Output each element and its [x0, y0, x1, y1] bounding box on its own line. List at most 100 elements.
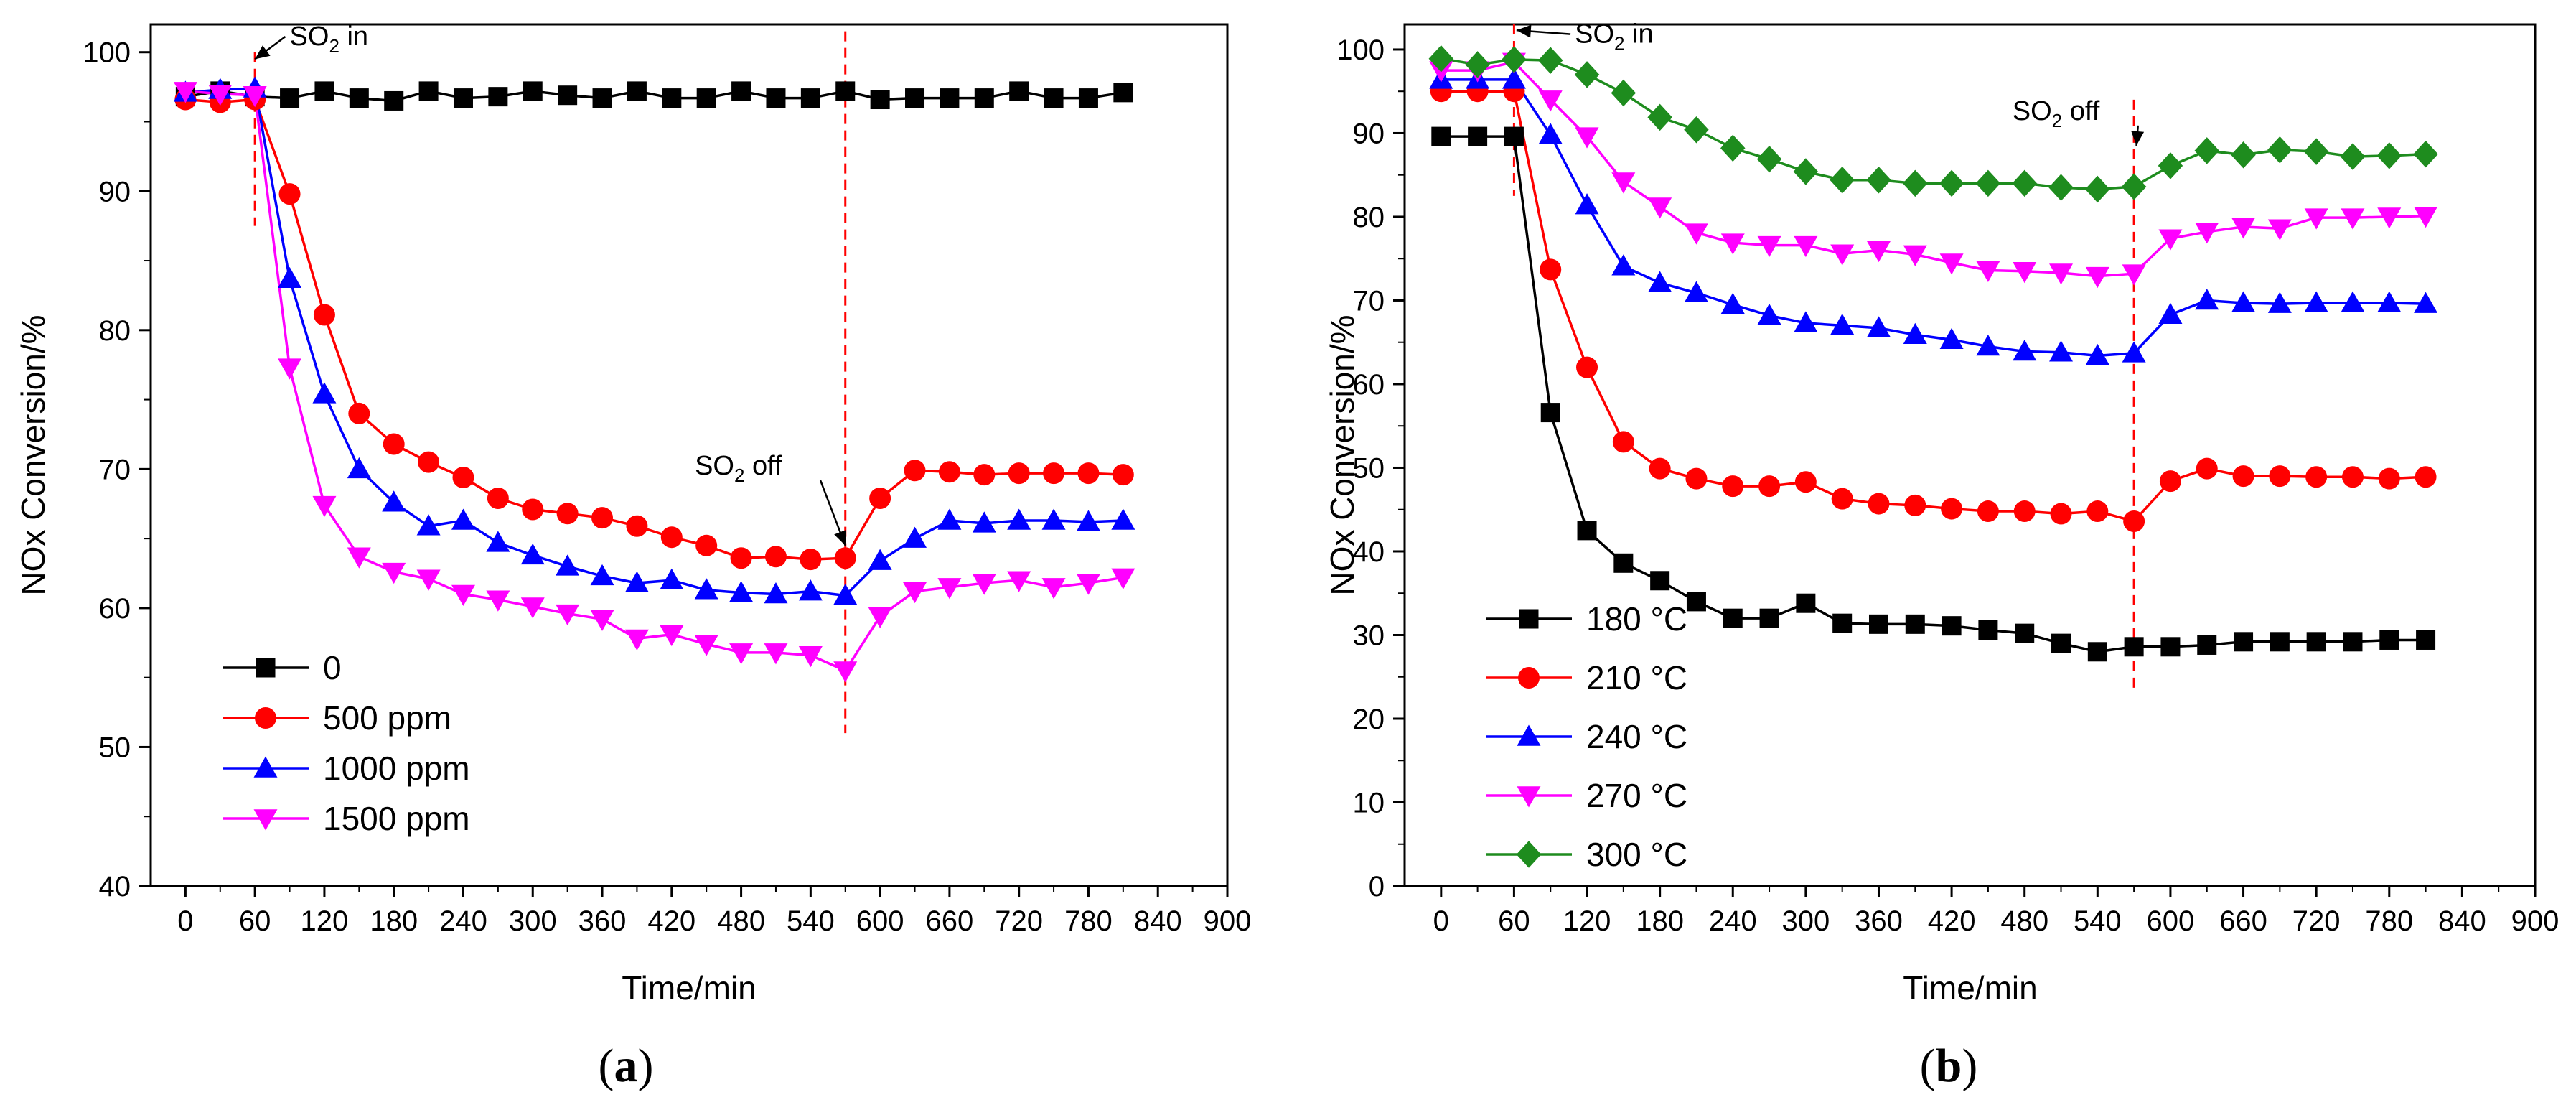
data-point	[2158, 229, 2183, 251]
annotation-label: SO2 off	[695, 451, 782, 486]
x-tick-label: 900	[2511, 905, 2559, 937]
data-point	[1112, 464, 1134, 486]
data-point	[1538, 90, 1563, 112]
legend-marker	[253, 756, 278, 778]
data-point	[1007, 508, 1031, 530]
data-point	[278, 266, 302, 288]
data-point	[2304, 291, 2328, 312]
data-point	[1613, 553, 1634, 573]
data-point	[418, 451, 440, 473]
data-point	[2343, 632, 2363, 652]
x-tick-label: 900	[1204, 905, 1252, 937]
data-point	[660, 526, 683, 549]
data-point	[522, 498, 544, 521]
data-point	[973, 464, 996, 486]
data-point	[870, 90, 890, 110]
data-point	[208, 85, 233, 106]
data-point	[1904, 494, 1926, 516]
data-point	[1611, 254, 1636, 276]
data-point	[312, 382, 337, 404]
axis-ticks-b: 0 60 120 180 240 300 360 420 480 540 600 660 720 780 8…	[1336, 34, 2559, 937]
data-point	[2306, 632, 2326, 652]
data-point	[1077, 462, 1100, 485]
data-point	[1757, 235, 1781, 258]
data-point	[488, 87, 508, 107]
series-group-a	[173, 76, 1135, 683]
legend-label: 300 °C	[1586, 836, 1687, 873]
data-point	[2413, 140, 2438, 168]
data-point	[2195, 223, 2219, 244]
data-point	[416, 514, 441, 536]
axis-ticks-a: 0 60 120 180 240 300 360 420 480 540 600 660 720 780 8…	[83, 37, 1251, 937]
annotation-arrow-head	[1516, 24, 1532, 38]
y-tick-label: 100	[83, 37, 131, 69]
data-point	[312, 495, 337, 518]
data-point	[2341, 291, 2365, 312]
data-point	[1648, 197, 1672, 219]
x-tick-label: 480	[717, 905, 765, 937]
annotation-label-sub: 2	[1614, 33, 1624, 55]
data-point	[2270, 632, 2290, 652]
panel-label-b: (b)	[1920, 1040, 1978, 1092]
x-tick-label: 360	[579, 905, 627, 937]
data-point	[2231, 291, 2256, 312]
data-point	[662, 88, 682, 108]
legend-marker	[253, 809, 278, 831]
data-point	[2304, 208, 2328, 230]
chart-panel-a: 0 60 120 180 240 300 360 420 480 540 600 660 720 780 8…	[14, 22, 1251, 1092]
data-point	[1830, 313, 1855, 335]
data-point	[1502, 67, 1526, 89]
data-point	[1793, 158, 1819, 185]
series-line	[1441, 57, 2426, 191]
data-point	[903, 582, 927, 604]
y-tick-label: 80	[99, 315, 131, 347]
data-point	[1502, 46, 1527, 73]
data-point	[2160, 637, 2181, 657]
data-point	[972, 511, 996, 533]
x-tick-label: 240	[439, 905, 487, 937]
data-point	[1758, 475, 1781, 498]
x-tick-label: 120	[1563, 905, 1611, 937]
legend-marker	[1518, 667, 1540, 689]
data-point	[2194, 137, 2219, 164]
data-point	[2159, 470, 2181, 493]
data-point	[833, 661, 858, 683]
data-point	[626, 515, 648, 537]
x-tick-label: 540	[787, 905, 835, 937]
x-tick-label: 60	[1498, 905, 1530, 937]
data-point	[2231, 218, 2256, 239]
data-point	[904, 460, 926, 482]
data-point	[2085, 175, 2110, 203]
x-tick-label: 600	[856, 905, 904, 937]
data-point	[1830, 244, 1855, 266]
data-point	[1684, 281, 1708, 302]
legend-marker	[1516, 841, 1542, 868]
x-tick-label: 300	[1781, 905, 1830, 937]
data-point	[2267, 136, 2292, 164]
legend-label: 210 °C	[1586, 659, 1687, 696]
y-tick-label: 100	[1336, 34, 1385, 66]
data-point	[451, 584, 475, 607]
x-tick-label: 180	[370, 905, 418, 937]
data-point	[731, 81, 751, 101]
series-group-b	[1428, 45, 2438, 662]
data-point	[1942, 616, 1962, 636]
annotation-label-rest: off	[744, 451, 782, 481]
legend-label: 180 °C	[1586, 600, 1687, 638]
y-tick-label: 80	[1353, 202, 1385, 233]
data-point	[2414, 207, 2438, 228]
data-point	[1830, 166, 1855, 194]
data-point	[314, 81, 334, 101]
data-point	[1831, 488, 1853, 510]
data-point	[453, 88, 473, 108]
legend-label: 0	[323, 649, 342, 686]
data-point	[1684, 116, 1709, 144]
data-point	[729, 581, 754, 602]
data-point	[1903, 169, 1928, 197]
data-point	[2305, 466, 2328, 488]
data-point	[1468, 126, 1488, 146]
data-point	[1868, 614, 1888, 634]
data-point	[384, 90, 404, 111]
